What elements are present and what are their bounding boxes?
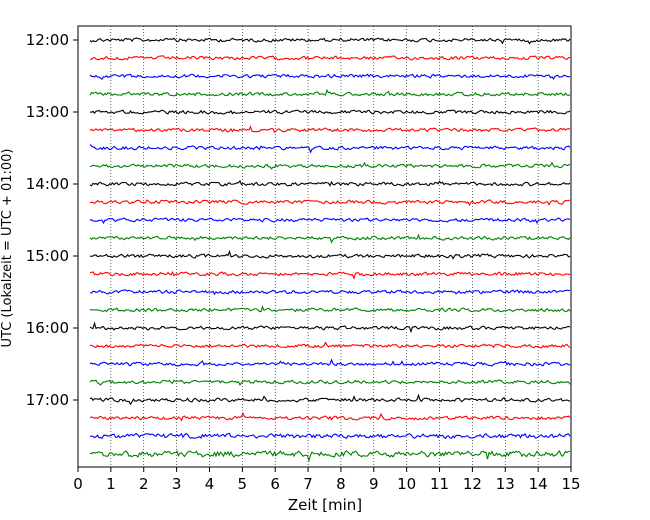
seismic-trace bbox=[89, 88, 571, 97]
seismic-trace bbox=[89, 358, 571, 367]
y-tick-label: 17:00 bbox=[26, 391, 69, 409]
seismic-trace bbox=[89, 233, 571, 244]
seismic-trace bbox=[89, 73, 571, 81]
seismic-trace bbox=[89, 161, 571, 170]
seismic-trace bbox=[89, 393, 571, 406]
seismic-trace bbox=[89, 55, 571, 61]
seismic-trace bbox=[89, 379, 571, 386]
x-tick-label: 10 bbox=[397, 475, 416, 493]
x-tick-label: 8 bbox=[336, 475, 346, 493]
x-tick-label: 12 bbox=[463, 475, 482, 493]
y-axis-ticks: 12:00 13:00 14:00 15:00 16:00 17:00 bbox=[26, 31, 78, 409]
y-axis-label: UTC (Lokalzeit = UTC + 01:00) bbox=[0, 149, 15, 348]
seismic-trace bbox=[89, 37, 571, 45]
x-tick-label: 14 bbox=[529, 475, 548, 493]
seismic-trace bbox=[89, 217, 571, 225]
y-tick-label: 16:00 bbox=[26, 319, 69, 337]
seismic-trace bbox=[89, 109, 571, 115]
x-tick-label: 15 bbox=[561, 475, 580, 493]
x-tick-label: 0 bbox=[73, 475, 83, 493]
x-tick-label: 11 bbox=[430, 475, 449, 493]
y-tick-label: 13:00 bbox=[26, 103, 69, 121]
x-tick-label: 4 bbox=[205, 475, 215, 493]
seismic-trace bbox=[89, 125, 571, 134]
seismic-trace bbox=[89, 270, 571, 281]
seismic-trace bbox=[89, 249, 571, 260]
x-tick-label: 9 bbox=[369, 475, 379, 493]
seismic-trace bbox=[89, 289, 571, 296]
x-tick-label: 2 bbox=[139, 475, 149, 493]
x-tick-label: 1 bbox=[106, 475, 116, 493]
seismic-trace bbox=[89, 305, 571, 313]
seismic-trace bbox=[89, 341, 571, 349]
trace-lines bbox=[89, 37, 571, 463]
seismic-trace bbox=[89, 179, 571, 187]
seismic-trace bbox=[89, 144, 571, 154]
y-tick-label: 15:00 bbox=[26, 247, 69, 265]
seismic-trace bbox=[89, 432, 571, 440]
seismic-trace bbox=[89, 412, 571, 422]
y-tick-label: 14:00 bbox=[26, 175, 69, 193]
seismic-trace bbox=[89, 321, 571, 334]
x-tick-label: 7 bbox=[303, 475, 313, 493]
plot-frame bbox=[77, 25, 572, 468]
seismic-trace bbox=[89, 199, 571, 207]
seismic-trace bbox=[89, 449, 571, 463]
x-tick-label: 13 bbox=[496, 475, 515, 493]
y-tick-label: 12:00 bbox=[26, 31, 69, 49]
x-axis-ticks: 0 1 2 3 4 5 6 7 8 9 10 11 12 13 14 15 bbox=[73, 467, 581, 493]
x-tick-label: 3 bbox=[172, 475, 182, 493]
x-tick-label: 5 bbox=[238, 475, 248, 493]
x-axis-label: Zeit [min] bbox=[288, 496, 362, 514]
x-tick-label: 6 bbox=[270, 475, 280, 493]
